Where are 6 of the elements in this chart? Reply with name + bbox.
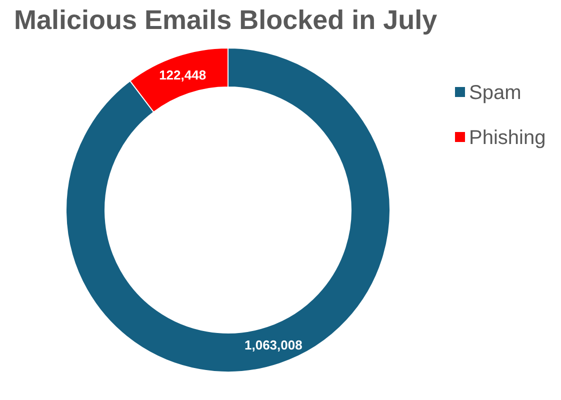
donut-slice bbox=[66, 48, 390, 372]
chart-title: Malicious Emails Blocked in July bbox=[14, 5, 438, 35]
legend-label: Spam bbox=[469, 82, 522, 104]
data-label: 1,063,008 bbox=[244, 338, 302, 353]
legend-label: Phishing bbox=[469, 127, 546, 149]
data-label: 122,448 bbox=[159, 67, 206, 82]
